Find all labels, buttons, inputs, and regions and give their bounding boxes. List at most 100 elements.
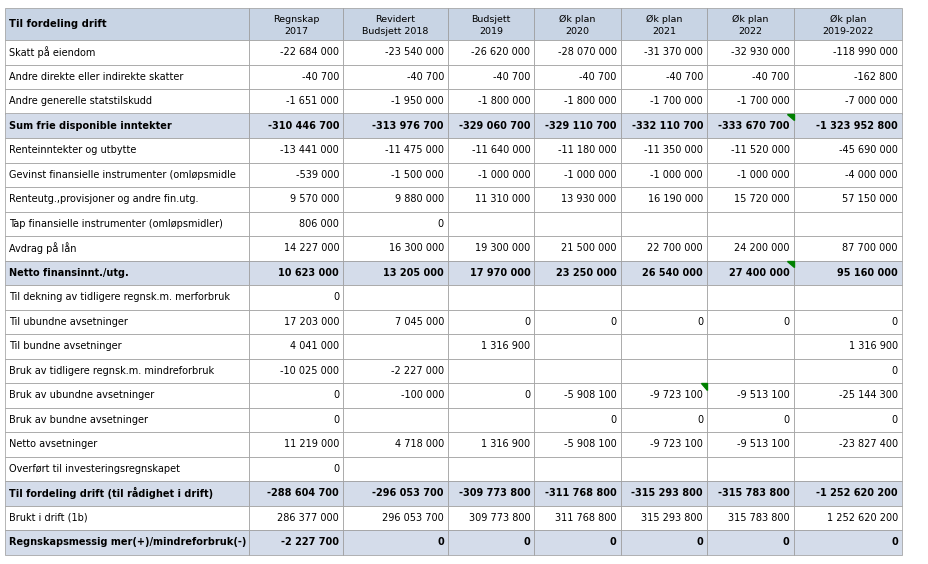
Text: 0: 0: [523, 317, 530, 327]
Text: Til dekning av tidligere regnsk.m. merforbruk: Til dekning av tidligere regnsk.m. merfo…: [9, 292, 230, 302]
Bar: [5, 89, 249, 113]
Bar: [706, 359, 793, 383]
Text: 0: 0: [782, 537, 789, 547]
Text: -1 800 000: -1 800 000: [563, 96, 616, 106]
Bar: [793, 187, 901, 212]
Text: -1 950 000: -1 950 000: [391, 96, 444, 106]
Bar: [793, 113, 901, 138]
Text: Til bundne avsetninger: Til bundne avsetninger: [9, 341, 122, 351]
Text: 0: 0: [891, 365, 897, 376]
Text: Renteinntekter og utbytte: Renteinntekter og utbytte: [9, 146, 136, 155]
Text: Andre generelle statstilskudd: Andre generelle statstilskudd: [9, 96, 152, 106]
Bar: [249, 334, 342, 359]
Bar: [5, 162, 249, 187]
Bar: [534, 383, 620, 408]
Text: 0: 0: [610, 317, 616, 327]
Bar: [249, 408, 342, 432]
Bar: [342, 8, 447, 40]
Bar: [793, 236, 901, 261]
Bar: [447, 359, 534, 383]
Text: Øk plan: Øk plan: [559, 15, 595, 24]
Text: -162 800: -162 800: [854, 72, 897, 82]
Bar: [706, 334, 793, 359]
Bar: [5, 408, 249, 432]
Bar: [342, 334, 447, 359]
Bar: [706, 212, 793, 236]
Bar: [534, 64, 620, 89]
Bar: [249, 113, 342, 138]
Polygon shape: [786, 113, 793, 120]
Bar: [342, 113, 447, 138]
Bar: [5, 64, 249, 89]
Bar: [5, 310, 249, 334]
Bar: [342, 408, 447, 432]
Text: -1 000 000: -1 000 000: [563, 170, 616, 180]
Text: 0: 0: [890, 537, 897, 547]
Bar: [342, 383, 447, 408]
Text: Øk plan: Øk plan: [829, 15, 865, 24]
Text: -315 293 800: -315 293 800: [631, 488, 702, 498]
Bar: [534, 162, 620, 187]
Bar: [447, 285, 534, 310]
Text: 2019-2022: 2019-2022: [821, 27, 872, 36]
Text: 0: 0: [610, 415, 616, 425]
Text: -100 000: -100 000: [400, 390, 444, 400]
Text: 24 200 000: 24 200 000: [733, 243, 789, 253]
Text: -11 640 000: -11 640 000: [471, 146, 530, 155]
Polygon shape: [786, 261, 793, 267]
Bar: [793, 481, 901, 505]
Bar: [793, 310, 901, 334]
Text: 15 720 000: 15 720 000: [733, 194, 789, 204]
Text: -118 990 000: -118 990 000: [832, 47, 897, 58]
Bar: [706, 162, 793, 187]
Bar: [249, 8, 342, 40]
Bar: [534, 408, 620, 432]
Text: 0: 0: [696, 537, 702, 547]
Text: Til ubundne avsetninger: Til ubundne avsetninger: [9, 317, 128, 327]
Text: 1 252 620 200: 1 252 620 200: [826, 513, 897, 523]
Text: -40 700: -40 700: [579, 72, 616, 82]
Text: 2020: 2020: [565, 27, 589, 36]
Text: -1 252 620 200: -1 252 620 200: [816, 488, 897, 498]
Text: 1 316 900: 1 316 900: [481, 439, 530, 450]
Text: -329 060 700: -329 060 700: [458, 121, 530, 131]
Bar: [249, 432, 342, 456]
Text: -315 783 800: -315 783 800: [717, 488, 789, 498]
Bar: [342, 40, 447, 64]
Bar: [5, 236, 249, 261]
Bar: [249, 285, 342, 310]
Bar: [620, 408, 706, 432]
Bar: [534, 89, 620, 113]
Text: -1 651 000: -1 651 000: [286, 96, 339, 106]
Bar: [342, 505, 447, 530]
Bar: [249, 40, 342, 64]
Bar: [249, 383, 342, 408]
Text: 23 250 000: 23 250 000: [555, 268, 616, 277]
Text: -23 540 000: -23 540 000: [384, 47, 444, 58]
Text: -333 670 700: -333 670 700: [717, 121, 789, 131]
Bar: [5, 187, 249, 212]
Text: 26 540 000: 26 540 000: [641, 268, 702, 277]
Text: 13 205 000: 13 205 000: [382, 268, 444, 277]
Text: Øk plan: Øk plan: [731, 15, 767, 24]
Text: 1 316 900: 1 316 900: [848, 341, 897, 351]
Text: 87 700 000: 87 700 000: [842, 243, 897, 253]
Bar: [706, 89, 793, 113]
Text: 1 316 900: 1 316 900: [481, 341, 530, 351]
Bar: [447, 89, 534, 113]
Text: -288 604 700: -288 604 700: [267, 488, 339, 498]
Bar: [342, 236, 447, 261]
Text: Revidert: Revidert: [375, 15, 415, 24]
Bar: [793, 505, 901, 530]
Bar: [793, 456, 901, 481]
Bar: [447, 530, 534, 554]
Bar: [249, 481, 342, 505]
Text: Overført til investeringsregnskapet: Overført til investeringsregnskapet: [9, 464, 180, 474]
Bar: [249, 359, 342, 383]
Bar: [342, 64, 447, 89]
Text: 16 190 000: 16 190 000: [647, 194, 702, 204]
Bar: [342, 187, 447, 212]
Bar: [620, 113, 706, 138]
Text: -2 227 000: -2 227 000: [391, 365, 444, 376]
Bar: [620, 212, 706, 236]
